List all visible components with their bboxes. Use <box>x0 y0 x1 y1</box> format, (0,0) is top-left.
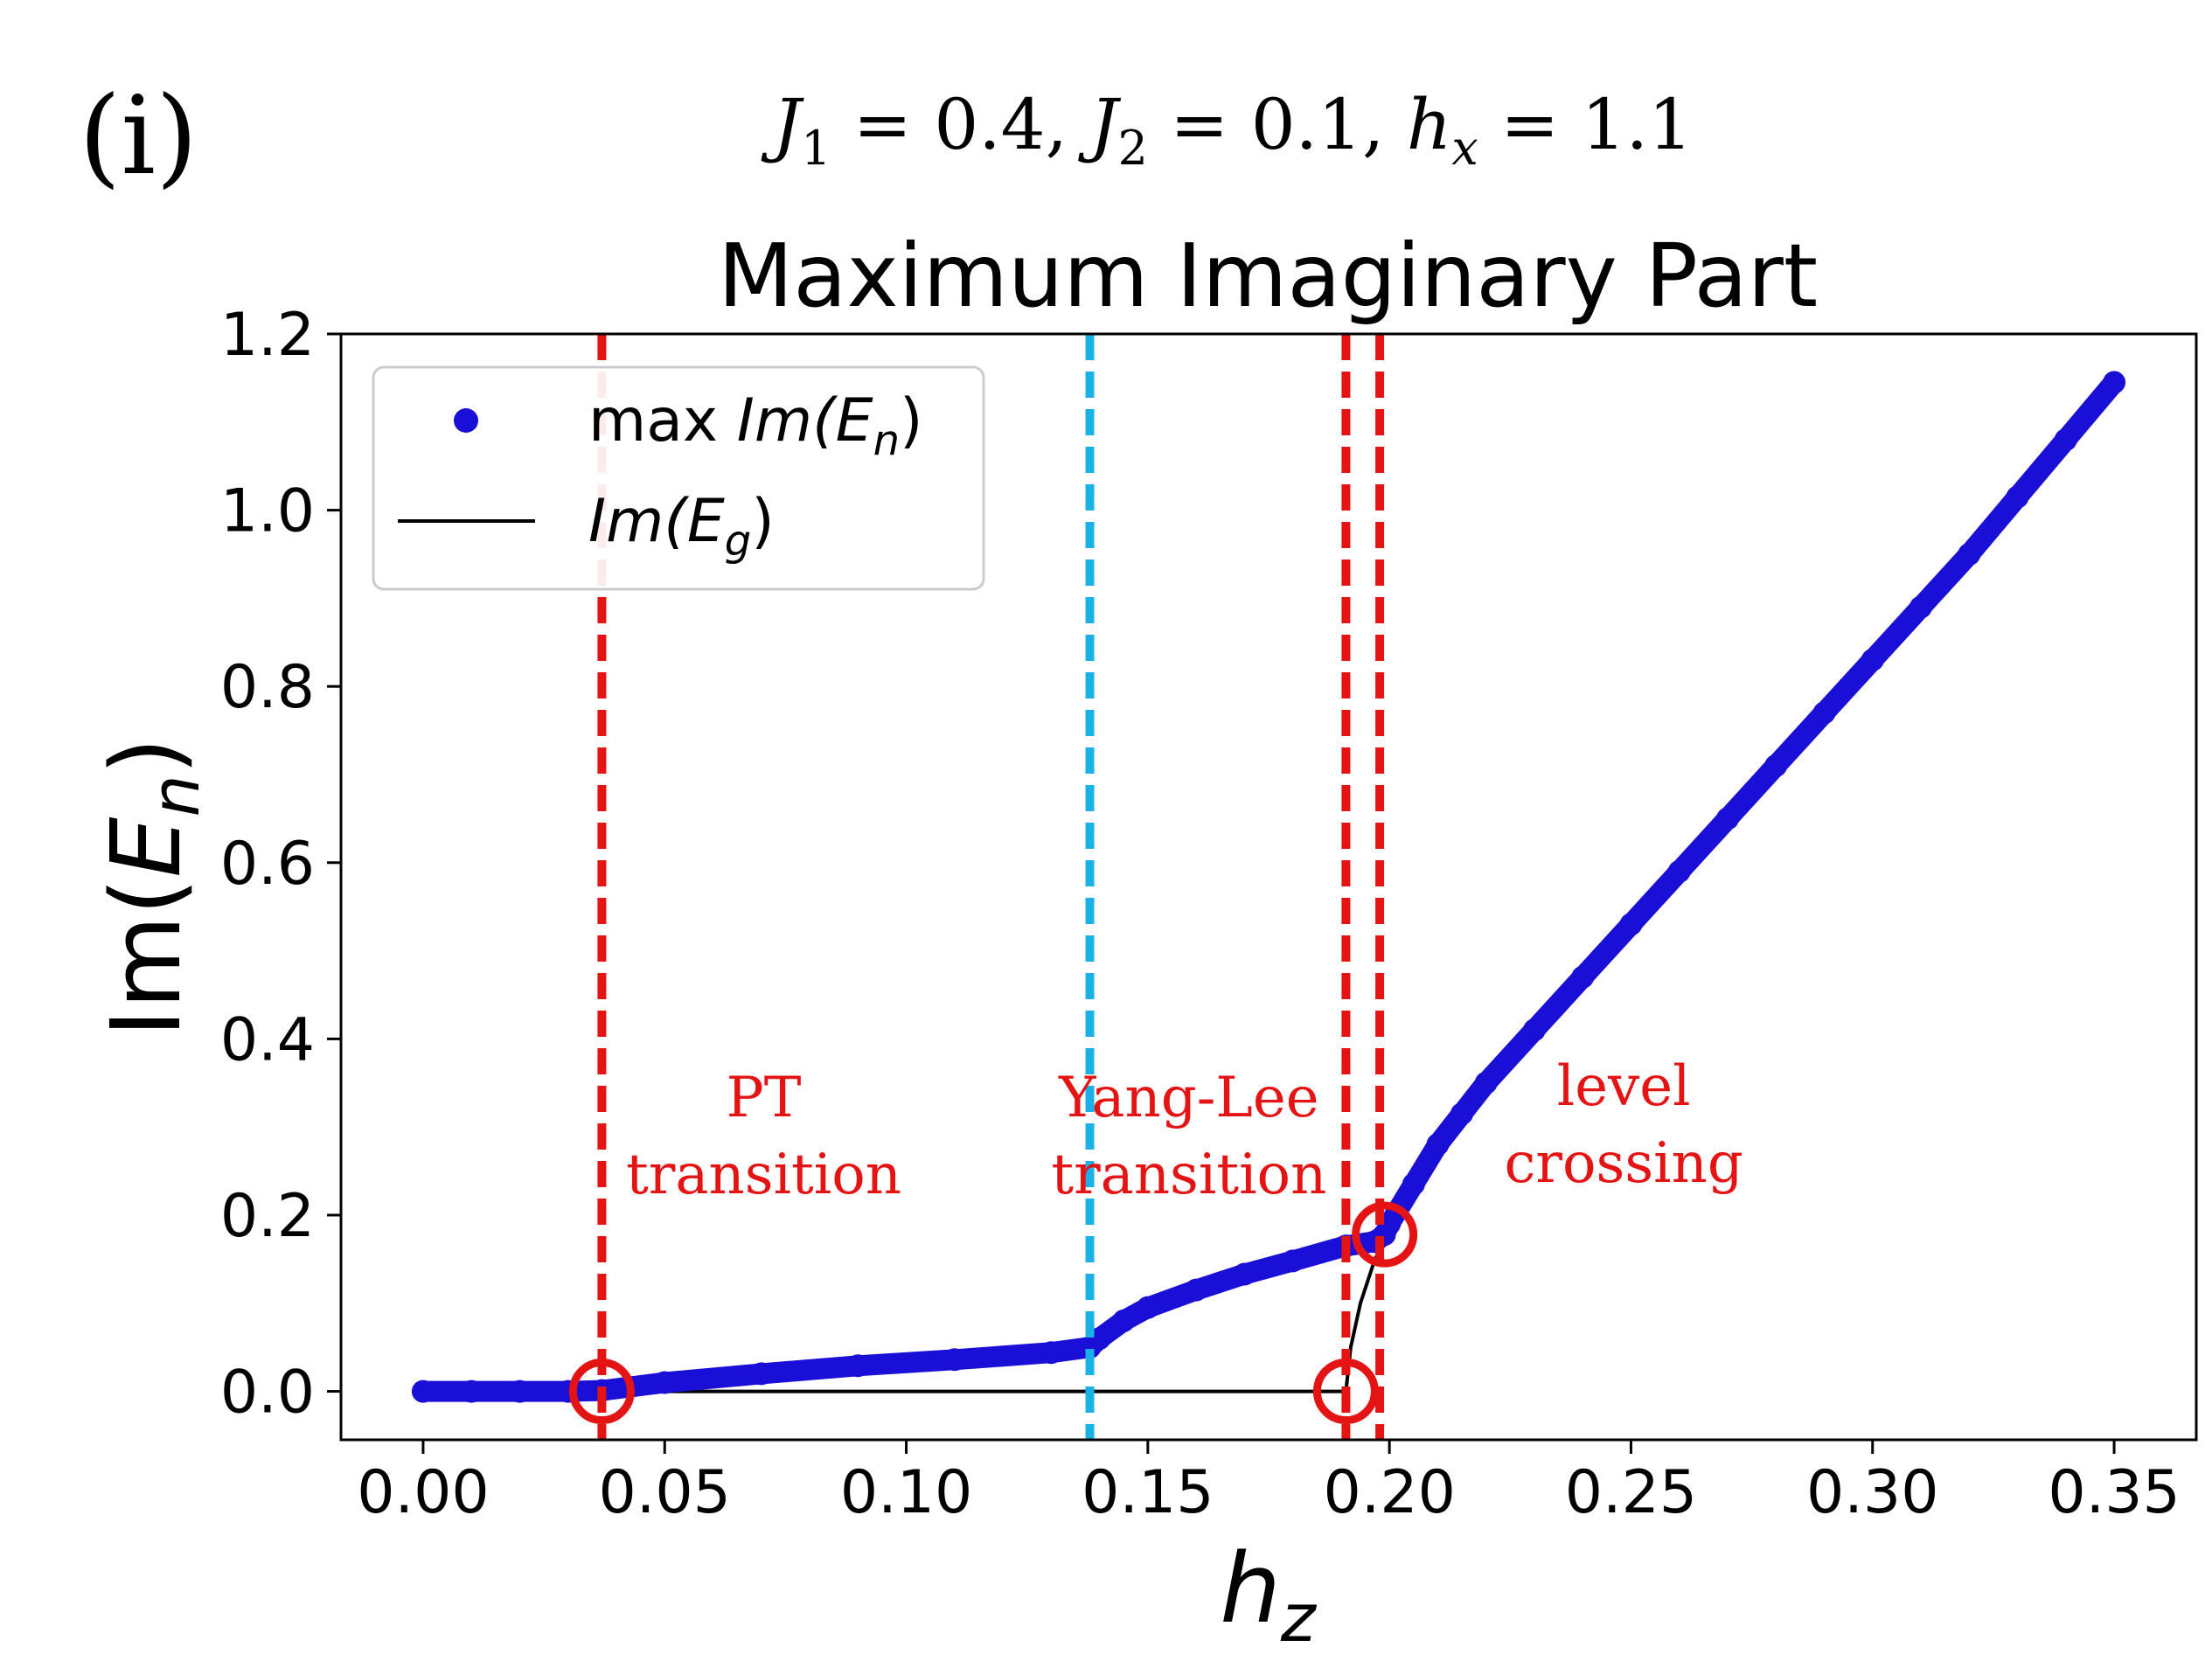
y-axis-ticks: 0.0 0.2 0.4 0.6 0.8 1.0 1.2 <box>220 301 341 1428</box>
legend: max Im(En) Im(Eg) <box>372 365 985 591</box>
legend-marker-max-im-en <box>454 408 478 433</box>
data-point-max-im-en <box>749 1362 773 1386</box>
data-point-max-im-en <box>1571 965 1595 989</box>
plot-area: PT transition Yang-Lee transition level cross… <box>411 334 2126 1440</box>
transition-marker-circle-2 <box>1312 1359 1379 1425</box>
transition-marker-circle-1 <box>568 1359 635 1425</box>
x-tick-label: 0.10 <box>840 1458 972 1527</box>
data-point-max-im-en <box>1619 913 1643 936</box>
data-point-max-im-en <box>1716 807 1739 830</box>
y-tick-label: 1.0 <box>220 477 315 546</box>
y-tick-label: 0.6 <box>220 830 315 899</box>
annotation-line: Yang-Lee <box>1058 1066 1319 1130</box>
data-point-max-im-en <box>1426 1133 1450 1157</box>
data-point-max-im-en <box>1958 543 1981 566</box>
legend-label-max-im-en: max Im(En) <box>588 386 923 465</box>
data-point-max-im-en <box>1185 1278 1208 1302</box>
x-tick-label: 0.00 <box>357 1458 489 1527</box>
y-tick-label: 0.8 <box>220 653 315 722</box>
data-point-max-im-en <box>1764 754 1788 777</box>
y-tick-label: 1.2 <box>220 301 315 370</box>
y-tick-label: 0.4 <box>220 1005 315 1074</box>
data-point-max-im-en <box>1136 1296 1159 1319</box>
data-point-max-im-en <box>1233 1262 1256 1286</box>
plot-marks: PT transition Yang-Lee transition level cross… <box>411 334 2126 1440</box>
data-point-max-im-en <box>846 1354 870 1378</box>
data-point-max-im-en <box>1040 1341 1063 1365</box>
parameter-caption: J1 = 0.4, J2 = 0.1, hx = 1.1 <box>761 84 1693 176</box>
annotation-line: level <box>1557 1054 1691 1119</box>
data-point-max-im-en <box>1909 595 1932 619</box>
data-point-max-im-en <box>1861 648 1884 671</box>
data-point-max-im-en <box>2054 428 2077 451</box>
x-tick-label: 0.05 <box>599 1458 731 1527</box>
annotation-1: PT transition <box>626 1066 901 1207</box>
annotation-2: Yang-Lee transition <box>1051 1066 1326 1207</box>
data-point-max-im-en <box>2103 371 2126 394</box>
x-axis-ticks: 0.00 0.05 0.10 0.15 0.20 0.25 0.30 0.35 <box>357 1440 2181 1527</box>
y-tick-label: 0.0 <box>220 1359 315 1428</box>
y-tick-label: 0.2 <box>220 1182 315 1251</box>
x-tick-label: 0.30 <box>1806 1458 1938 1527</box>
chart-title: Maximum Imaginary Part <box>718 225 1818 327</box>
panel-label: (i) <box>79 73 198 199</box>
annotation-line: transition <box>626 1143 901 1207</box>
x-tick-label: 0.25 <box>1565 1458 1697 1527</box>
data-point-max-im-en <box>1112 1309 1136 1332</box>
annotation-line: transition <box>1051 1143 1326 1207</box>
x-tick-label: 0.20 <box>1323 1458 1455 1527</box>
data-point-max-im-en <box>1450 1102 1473 1126</box>
data-point-max-im-en <box>1522 1018 1546 1042</box>
legend-box <box>372 365 985 591</box>
y-axis-label: Im(En) <box>90 737 214 1037</box>
data-point-max-im-en <box>508 1379 532 1403</box>
data-point-max-im-en <box>653 1371 677 1394</box>
data-point-max-im-en <box>2006 485 2029 509</box>
data-point-max-im-en <box>411 1379 435 1403</box>
annotation-3: level crossing <box>1505 1054 1743 1196</box>
data-point-max-im-en <box>1667 859 1691 883</box>
annotation-line: PT <box>727 1066 802 1130</box>
data-point-max-im-en <box>1402 1172 1425 1196</box>
data-point-max-im-en <box>460 1379 483 1403</box>
legend-label-im-eg: Im(Eg) <box>588 487 775 566</box>
data-point-max-im-en <box>943 1348 966 1372</box>
annotation-line: crossing <box>1505 1131 1743 1196</box>
x-tick-label: 0.35 <box>2048 1458 2180 1527</box>
x-tick-label: 0.15 <box>1082 1458 1214 1527</box>
plot-frame <box>339 332 2198 1442</box>
data-point-max-im-en <box>1812 701 1836 725</box>
transition-marker-circle-3 <box>1352 1201 1418 1268</box>
x-axis-label: hz <box>1220 1532 1318 1654</box>
data-point-max-im-en <box>1474 1071 1498 1095</box>
data-point-max-im-en <box>1281 1249 1304 1273</box>
